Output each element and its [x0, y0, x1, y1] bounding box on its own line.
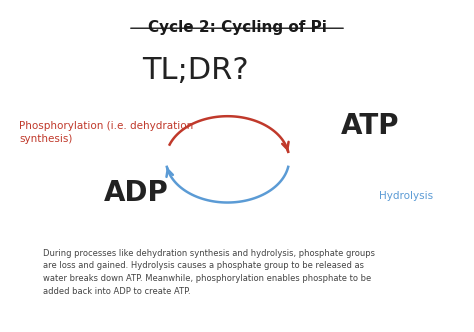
- Text: Cycle 2: Cycling of Pi: Cycle 2: Cycling of Pi: [147, 20, 327, 35]
- Text: ADP: ADP: [104, 179, 169, 207]
- Text: ATP: ATP: [341, 112, 400, 140]
- Text: During processes like dehydration synthesis and hydrolysis, phosphate groups
are: During processes like dehydration synthe…: [43, 249, 374, 295]
- Text: Hydrolysis: Hydrolysis: [379, 191, 433, 201]
- Text: TL;DR?: TL;DR?: [142, 56, 249, 85]
- Text: Phosphorylation (i.e. dehydration
synthesis): Phosphorylation (i.e. dehydration synthe…: [19, 121, 193, 144]
